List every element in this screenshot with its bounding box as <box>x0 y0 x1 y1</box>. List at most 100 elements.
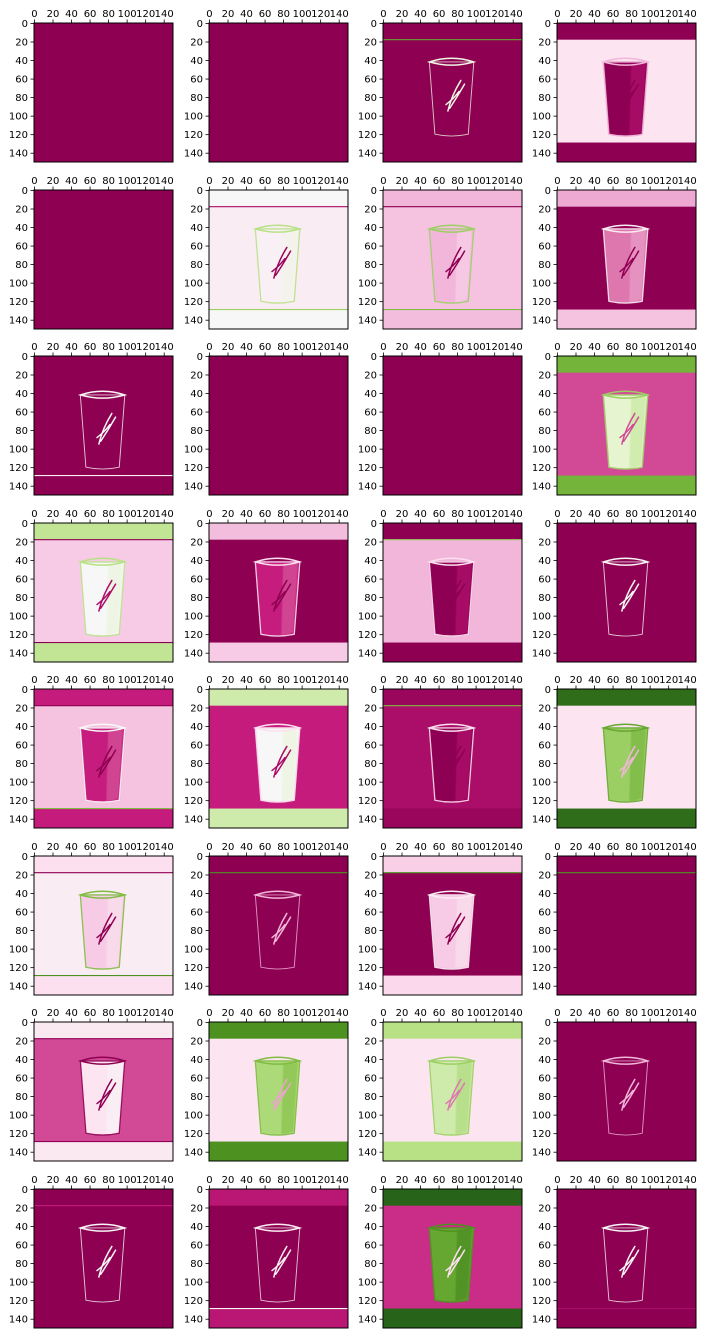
y-tick-label: 100 <box>9 279 28 290</box>
y-tick-label: 120 <box>9 463 28 474</box>
x-tick-label: 0 <box>31 842 37 853</box>
x-tick-label: 20 <box>47 842 60 853</box>
x-tick-label: 80 <box>625 842 638 853</box>
y-tick-label: 20 <box>15 204 28 215</box>
y-tick-label: 40 <box>538 1055 551 1066</box>
x-tick-label: 0 <box>554 342 560 353</box>
y-tick-label: 20 <box>15 537 28 548</box>
x-tick-label: 140 <box>504 9 523 20</box>
cup-shape <box>252 557 303 637</box>
y-tick-label: 0 <box>371 519 377 530</box>
y-tick-label: 120 <box>184 963 203 974</box>
x-tick-label: 0 <box>31 342 37 353</box>
x-tick-label: 140 <box>678 509 697 520</box>
y-tick-label: 60 <box>364 242 377 253</box>
panel-background <box>383 23 522 162</box>
y-tick-label: 120 <box>9 130 28 141</box>
axes-frame <box>208 355 349 496</box>
x-tick-label: 100 <box>118 176 137 187</box>
x-tick-label: 60 <box>433 509 446 520</box>
y-tick-label: 20 <box>538 537 551 548</box>
y-tick-label: 0 <box>545 186 551 197</box>
y-tick-label: 40 <box>364 389 377 400</box>
y-tick-label: 20 <box>15 37 28 48</box>
panel-background <box>557 856 696 995</box>
x-tick-label: 60 <box>433 176 446 187</box>
y-tick-label: 80 <box>15 426 28 437</box>
axes-frame <box>556 1021 697 1162</box>
cup-shape <box>252 890 303 970</box>
y-tick-label: 20 <box>190 1203 203 1214</box>
cup-shape <box>77 890 128 970</box>
y-tick-label: 140 <box>358 482 377 493</box>
y-tick-label: 100 <box>9 778 28 789</box>
y-tick-label: 120 <box>532 1129 551 1140</box>
y-tick-label: 40 <box>15 389 28 400</box>
y-tick-label: 0 <box>545 1018 551 1029</box>
x-tick-label: 60 <box>607 1175 620 1186</box>
y-tick-label: 20 <box>538 870 551 881</box>
y-tick-label: 140 <box>358 1315 377 1326</box>
y-tick-label: 40 <box>190 56 203 67</box>
x-tick-label: 40 <box>65 342 78 353</box>
y-tick-label: 140 <box>532 815 551 826</box>
axes-frame <box>33 22 174 163</box>
x-tick-label: 100 <box>641 842 660 853</box>
y-tick-label: 80 <box>364 1259 377 1270</box>
x-tick-label: 100 <box>641 342 660 353</box>
panel-background <box>557 1189 696 1328</box>
x-tick-label: 120 <box>659 675 678 686</box>
x-tick-label: 40 <box>65 176 78 187</box>
x-tick-label: 120 <box>485 675 504 686</box>
x-tick-label: 60 <box>607 1008 620 1019</box>
x-tick-label: 20 <box>396 842 409 853</box>
y-tick-label: 140 <box>9 649 28 660</box>
x-tick-label: 80 <box>102 1008 115 1019</box>
axes-frame <box>33 1188 174 1329</box>
y-tick-label: 20 <box>364 1203 377 1214</box>
y-tick-label: 0 <box>197 19 203 30</box>
y-tick-label: 80 <box>538 426 551 437</box>
y-tick-label: 120 <box>358 130 377 141</box>
edge-line <box>34 705 173 707</box>
axes-frame <box>382 688 523 829</box>
x-tick-label: 120 <box>311 842 330 853</box>
x-tick-label: 0 <box>380 509 386 520</box>
bottom-band <box>557 142 696 162</box>
edge-line <box>383 705 522 707</box>
x-tick-label: 100 <box>293 1175 312 1186</box>
axes-frame <box>556 1188 697 1329</box>
cup-shape <box>600 390 651 470</box>
x-tick-label: 40 <box>414 176 427 187</box>
x-tick-label: 40 <box>240 509 253 520</box>
axes-frame <box>208 522 349 663</box>
x-tick-label: 20 <box>570 675 583 686</box>
y-tick-label: 80 <box>190 93 203 104</box>
y-tick-label: 100 <box>184 279 203 290</box>
x-tick-label: 20 <box>222 9 235 20</box>
x-tick-label: 140 <box>678 9 697 20</box>
y-tick-label: 0 <box>371 1018 377 1029</box>
x-tick-label: 120 <box>136 842 155 853</box>
y-tick-label: 120 <box>532 963 551 974</box>
top-band <box>209 1189 348 1206</box>
y-tick-label: 0 <box>197 685 203 696</box>
bottom-band <box>383 808 522 828</box>
x-tick-label: 120 <box>136 9 155 20</box>
x-tick-label: 80 <box>625 675 638 686</box>
y-tick-label: 80 <box>190 426 203 437</box>
cup-shape <box>77 1056 128 1136</box>
y-tick-label: 140 <box>532 316 551 327</box>
x-tick-label: 80 <box>625 176 638 187</box>
y-tick-label: 60 <box>15 908 28 919</box>
y-tick-label: 0 <box>545 352 551 363</box>
y-tick-label: 100 <box>9 612 28 623</box>
top-band <box>557 23 696 40</box>
y-tick-label: 40 <box>364 1055 377 1066</box>
bottom-band <box>209 1308 348 1328</box>
